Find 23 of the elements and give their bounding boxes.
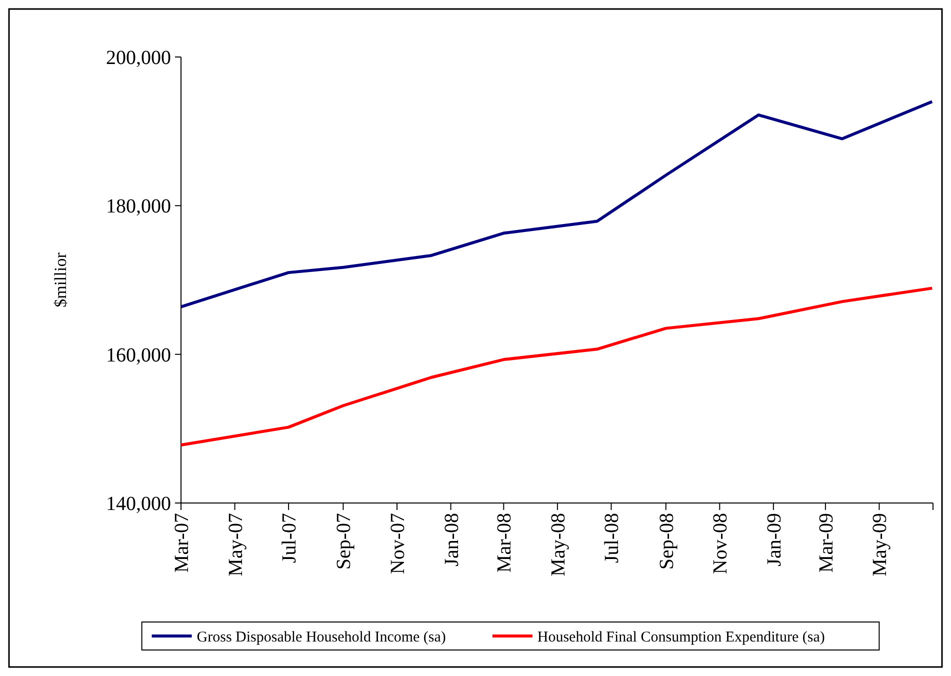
line-series <box>180 286 934 447</box>
x-tick-label: Jul-07 <box>278 513 301 563</box>
y-tick-label: 200,000 <box>106 47 171 69</box>
legend-label: Gross Disposable Household Income (sa) <box>196 629 446 646</box>
legend-label: Household Final Consumption Expenditure (sa) <box>537 629 825 646</box>
line-series <box>180 100 934 308</box>
x-tick-label: May-07 <box>224 513 247 576</box>
x-tick-label: Nov-08 <box>710 513 732 574</box>
x-tick-label: Mar-09 <box>815 513 838 573</box>
y-tick-label: 140,000 <box>106 493 171 515</box>
x-tick-label: May-08 <box>547 513 570 576</box>
x-tick-label: Jul-08 <box>601 513 624 563</box>
y-tick-label: 160,000 <box>106 344 171 366</box>
x-tick-label: Jan-08 <box>440 513 463 566</box>
y-tick-label: 180,000 <box>106 196 171 218</box>
y-axis-title: $millior <box>51 252 70 308</box>
x-tick-label: Mar-07 <box>171 513 193 573</box>
x-tick-label: Sep-07 <box>333 513 356 570</box>
x-tick-label: May-09 <box>869 513 892 576</box>
x-tick-label: Mar-08 <box>494 513 516 573</box>
x-tick-label: Sep-08 <box>656 513 678 570</box>
x-tick-label: Jan-09 <box>763 513 786 566</box>
x-tick-label: Nov-07 <box>386 513 409 574</box>
